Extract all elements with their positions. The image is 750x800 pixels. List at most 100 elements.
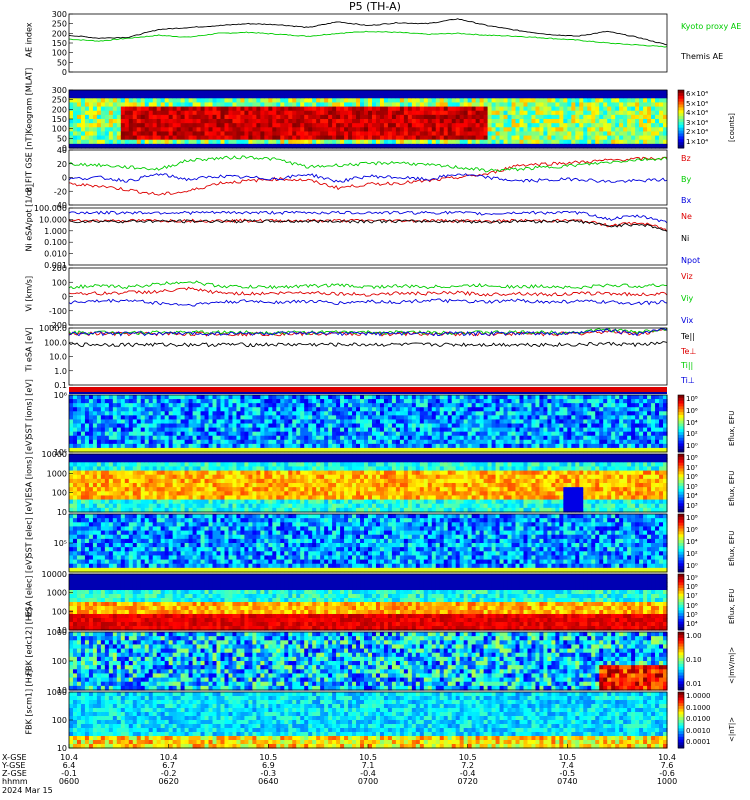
heat-cell: [152, 419, 158, 425]
heat-cell: [212, 470, 218, 476]
heat-cell: [300, 439, 305, 445]
heat-cell: [248, 439, 253, 445]
heat-cell: [595, 403, 600, 408]
heat-cell: [132, 423, 138, 429]
heat-cell: [200, 411, 206, 416]
heat-cell: [575, 110, 580, 116]
heat-cell: [447, 139, 453, 145]
heat-cell: [216, 495, 222, 501]
heat-cell: [563, 431, 568, 437]
heat-cell: [76, 462, 82, 468]
heat-cell: [459, 131, 465, 137]
heat-cell: [543, 94, 548, 99]
heat-cell: [427, 110, 433, 116]
heat-cell: [352, 447, 357, 453]
heat-cell: [300, 102, 305, 108]
heat-cell: [276, 94, 281, 99]
heat-cell: [419, 127, 425, 133]
heat-cell: [156, 110, 162, 116]
heat-cell: [132, 491, 138, 497]
heat-cell: [196, 431, 202, 437]
heat-cell: [447, 439, 453, 445]
heat-cell: [316, 143, 321, 149]
heat-cell: [579, 447, 584, 453]
heat-cell: [559, 90, 564, 95]
heat-cell: [511, 431, 517, 437]
heat-cell: [635, 123, 640, 128]
heat-cell: [603, 135, 608, 141]
heat-cell: [204, 443, 210, 449]
heat-cell: [188, 399, 194, 404]
heat-cell: [399, 431, 405, 437]
heat-cell: [364, 114, 369, 120]
heat-cell: [471, 427, 477, 433]
heat-cell: [240, 487, 246, 492]
heat-cell: [140, 458, 146, 463]
heat-cell: [467, 143, 473, 149]
heat-cell: [208, 114, 214, 120]
heat-cell: [623, 102, 628, 108]
heat-cell: [427, 106, 433, 112]
heat-cell: [535, 119, 541, 124]
heat-cell: [220, 143, 226, 149]
heat-cell: [515, 435, 521, 441]
heat-cell: [160, 439, 166, 445]
heat-cell: [296, 123, 301, 128]
heat-cell: [507, 119, 513, 124]
heat-cell: [308, 395, 313, 400]
y-tick-label: 150: [52, 39, 67, 48]
heat-cell: [571, 395, 576, 400]
heat-cell: [308, 439, 313, 445]
heat-cell: [435, 127, 441, 133]
heat-cell: [232, 483, 238, 488]
heat-cell: [559, 106, 564, 112]
heat-cell: [599, 131, 604, 137]
heat-cell: [136, 143, 142, 149]
heat-cell: [591, 403, 596, 408]
heat-cell: [603, 123, 608, 128]
heat-cell: [188, 454, 194, 459]
heat-cell: [344, 431, 349, 437]
heat-cell: [236, 102, 242, 108]
heat-cell: [69, 458, 74, 463]
heat-cell: [551, 135, 556, 141]
heat-cell: [443, 395, 449, 400]
heat-cell: [188, 123, 194, 128]
heat-cell: [188, 98, 194, 104]
heat-cell: [591, 110, 596, 116]
heat-cell: [136, 94, 142, 99]
heat-cell: [272, 415, 277, 421]
heat-cell: [511, 419, 517, 425]
heat-cell: [228, 487, 234, 492]
heat-cell: [451, 98, 457, 104]
heat-cell: [503, 98, 509, 104]
heat-cell: [523, 98, 529, 104]
heat-cell: [76, 503, 82, 509]
heat-cell: [228, 454, 234, 459]
heat-cell: [212, 102, 218, 108]
heat-cell: [88, 507, 94, 513]
heat-cell: [395, 143, 401, 149]
heat-cell: [220, 458, 226, 463]
heat-cell: [72, 131, 78, 137]
heat-cell: [140, 90, 146, 95]
heat-cell: [555, 439, 560, 445]
heat-cell: [200, 102, 206, 108]
heat-cell: [144, 443, 150, 449]
heat-cell: [523, 415, 529, 421]
heat-cell: [220, 395, 226, 400]
heat-cell: [495, 423, 501, 429]
heat-cell: [419, 143, 425, 149]
heat-cell: [176, 131, 182, 137]
heat-cell: [168, 499, 174, 505]
heat-cell: [228, 439, 234, 445]
heat-cell: [511, 139, 517, 145]
heat-cell: [523, 119, 529, 124]
heat-cell: [503, 399, 509, 404]
heat-cell: [204, 415, 210, 421]
heat-cell: [511, 114, 517, 120]
heat-cell: [92, 139, 98, 145]
heat-cell: [144, 119, 150, 124]
heat-cell: [567, 411, 572, 416]
